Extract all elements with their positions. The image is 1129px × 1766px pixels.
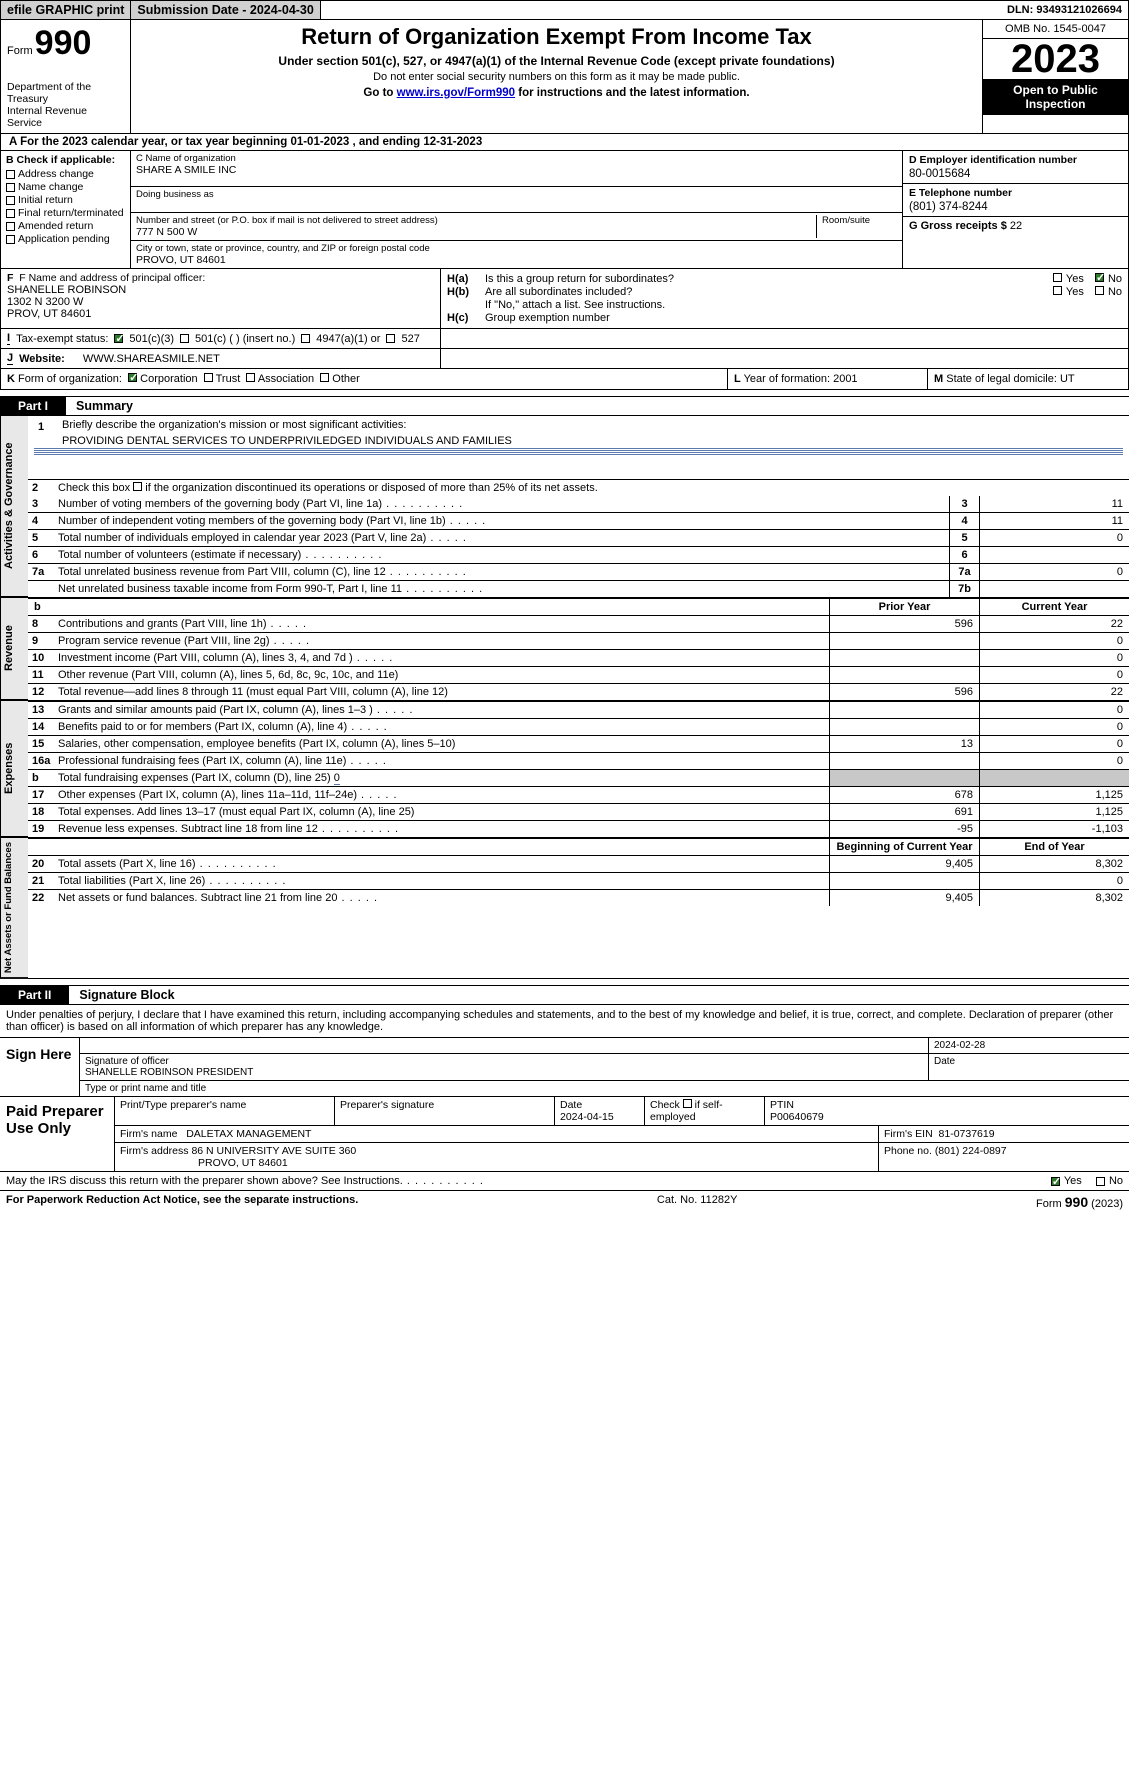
checkbox-501c3[interactable] [114, 334, 123, 343]
paid-preparer-block: Paid Preparer Use Only Print/Type prepar… [0, 1097, 1129, 1172]
org-city: PROVO, UT 84601 [136, 254, 897, 266]
checkbox-527[interactable] [386, 334, 395, 343]
dept-treasury: Department of the Treasury [7, 81, 124, 105]
line-22-eoy: 8,302 [979, 890, 1129, 906]
gross-receipts: 22 [1010, 220, 1022, 232]
checkbox-hb-no[interactable] [1095, 286, 1104, 295]
checkbox-ha-yes[interactable] [1053, 273, 1062, 282]
phone-value: (801) 374-8244 [909, 201, 1122, 213]
dln-label: DLN: 93493121026694 [1001, 2, 1128, 18]
fh-row: F F Name and address of principal office… [0, 269, 1129, 329]
checkbox-amended-return[interactable] [6, 222, 15, 231]
part-2-header: Part II Signature Block [0, 985, 1129, 1005]
checkbox-discontinued[interactable] [133, 482, 142, 491]
entity-section: B Check if applicable: Address change Na… [0, 151, 1129, 269]
line-12-cy: 22 [979, 684, 1129, 700]
irs-link[interactable]: www.irs.gov/Form990 [397, 87, 515, 99]
checkbox-address-change[interactable] [6, 170, 15, 179]
form-title: Return of Organization Exempt From Incom… [141, 24, 972, 50]
row-k: K Form of organization: Corporation Trus… [0, 369, 1129, 390]
checkbox-self-employed[interactable] [683, 1099, 692, 1108]
line-8-cy: 22 [979, 616, 1129, 632]
org-name: SHARE A SMILE INC [136, 164, 897, 176]
submission-date-button[interactable]: Submission Date - 2024-04-30 [131, 1, 320, 19]
firm-name: DALETAX MANAGEMENT [186, 1128, 311, 1140]
form-header: Form990 Department of the Treasury Inter… [0, 20, 1129, 134]
line-4-value: 11 [979, 513, 1129, 529]
ein-value: 80-0015684 [909, 168, 1122, 180]
checkbox-other[interactable] [320, 373, 329, 382]
mission-text: PROVIDING DENTAL SERVICES TO UNDERPRIVIL… [34, 435, 1123, 447]
website-value: WWW.SHAREASMILE.NET [83, 353, 220, 365]
efile-print-button[interactable]: efile GRAPHIC print [1, 1, 131, 19]
line-7a-value: 0 [979, 564, 1129, 580]
ssn-note: Do not enter social security numbers on … [141, 71, 972, 83]
form-990-label: Form990 [7, 24, 124, 63]
part-1-header: Part I Summary [0, 396, 1129, 416]
discuss-row: May the IRS discuss this return with the… [0, 1172, 1129, 1191]
revenue-section: Revenue bPrior YearCurrent Year 8Contrib… [0, 598, 1129, 701]
box-d-e-g: D Employer identification number 80-0015… [903, 151, 1128, 268]
expenses-section: Expenses 13Grants and similar amounts pa… [0, 701, 1129, 838]
row-j: J Website: WWW.SHAREASMILE.NET [0, 349, 1129, 369]
form-subtitle: Under section 501(c), 527, or 4947(a)(1)… [141, 54, 972, 68]
checkbox-ha-no[interactable] [1095, 273, 1104, 282]
instructions-note: Go to www.irs.gov/Form990 for instructio… [141, 87, 972, 99]
net-assets-section: Net Assets or Fund Balances Beginning of… [0, 838, 1129, 979]
checkbox-association[interactable] [246, 373, 255, 382]
footer: For Paperwork Reduction Act Notice, see … [0, 1191, 1129, 1213]
line-19-cy: -1,103 [979, 821, 1129, 837]
row-i-j: I Tax-exempt status: 501(c)(3) 501(c) ( … [0, 329, 1129, 349]
firm-ein: 81-0737619 [939, 1128, 995, 1140]
line-a-tax-year: A For the 2023 calendar year, or tax yea… [0, 134, 1129, 151]
dept-irs: Internal Revenue Service [7, 105, 124, 129]
checkbox-4947[interactable] [301, 334, 310, 343]
line-3-value: 11 [979, 496, 1129, 512]
top-bar: efile GRAPHIC print Submission Date - 20… [0, 0, 1129, 20]
officer-signature-name: SHANELLE ROBINSON PRESIDENT [85, 1067, 923, 1078]
state-domicile: UT [1060, 373, 1075, 385]
dln-value: 93493121026694 [1036, 4, 1122, 16]
checkbox-corporation[interactable] [128, 373, 137, 382]
officer-name: SHANELLE ROBINSON [7, 284, 434, 296]
checkbox-name-change[interactable] [6, 183, 15, 192]
checkbox-app-pending[interactable] [6, 235, 15, 244]
checkbox-hb-yes[interactable] [1053, 286, 1062, 295]
tax-year: 2023 [983, 39, 1128, 79]
org-street: 777 N 500 W [136, 226, 811, 238]
sig-date: 2024-02-28 [929, 1038, 1129, 1053]
checkbox-initial-return[interactable] [6, 196, 15, 205]
line-5-value: 0 [979, 530, 1129, 546]
perjury-declaration: Under penalties of perjury, I declare th… [0, 1005, 1129, 1038]
box-b: B Check if applicable: Address change Na… [1, 151, 131, 268]
checkbox-501c[interactable] [180, 334, 189, 343]
box-c: C Name of organization SHARE A SMILE INC… [131, 151, 903, 268]
preparer-phone: (801) 224-0897 [935, 1145, 1007, 1157]
checkbox-trust[interactable] [204, 373, 213, 382]
sign-here-block: Sign Here 2024-02-28 Signature of office… [0, 1038, 1129, 1097]
year-formation: 2001 [833, 373, 857, 385]
open-to-public: Open to Public Inspection [983, 79, 1128, 115]
activities-governance: Activities & Governance 1Briefly describ… [0, 416, 1129, 598]
checkbox-discuss-yes[interactable] [1051, 1177, 1060, 1186]
ptin-value: P00640679 [770, 1111, 1124, 1123]
checkbox-discuss-no[interactable] [1096, 1177, 1105, 1186]
checkbox-final-return[interactable] [6, 209, 15, 218]
